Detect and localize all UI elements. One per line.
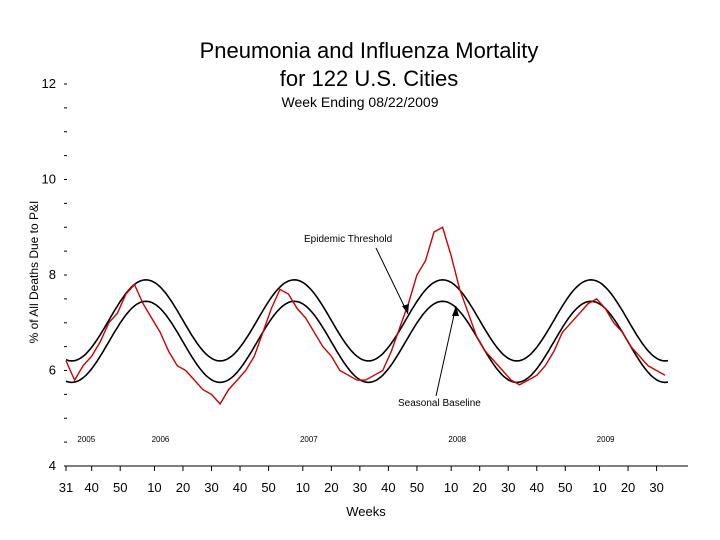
x-tick-label: 10 [147,480,161,495]
x-tick-label: 40 [84,480,98,495]
series-line-observed-p-and-i [65,226,666,406]
x-tick-label: 10 [296,480,310,495]
x-axis: 31 40 50 10 20 30 40 50 10 20 30 40 50 10 20 30 40 50 10 20… [59,466,664,495]
x-tick-label: 30 [501,480,515,495]
x-tick-label: 40 [381,480,395,495]
x-tick-label: 40 [530,480,544,495]
x-tick-label: 20 [324,480,338,495]
seasonal-baseline-pointer [435,305,457,397]
x-tick-label: 10 [592,480,606,495]
x-tick-label: 50 [410,480,424,495]
year-label: 2007 [300,435,318,444]
x-tick-label: 10 [444,480,458,495]
y-tick-label: 6 [49,363,56,378]
y-tick-label: 12 [42,76,56,91]
y-tick-label: 10 [42,172,56,187]
x-tick-label: 50 [113,480,127,495]
chart-title-line1: Pneumonia and Influenza Mortality [200,38,539,63]
y-axis-label: % of All Deaths Due to P&I [27,201,41,344]
year-label: 2006 [152,435,170,444]
chart-title-line2: for 122 U.S. Cities [280,66,459,91]
x-tick-label: 30 [204,480,218,495]
seasonal-baseline-arrowhead [452,306,459,316]
y-tick-label: 8 [49,267,56,282]
x-tick-label: 50 [261,480,275,495]
y-axis: 4 6 8 10 12 [42,76,688,473]
x-tick-label: 40 [233,480,247,495]
year-label: 2008 [448,435,466,444]
x-tick-label: 30 [649,480,663,495]
x-tick-label: 30 [353,480,367,495]
year-label: 2005 [77,435,95,444]
series-line-epidemic-threshold [65,278,669,362]
x-tick-label: 50 [558,480,572,495]
y-tick-label: 4 [49,458,56,473]
year-label: 2009 [597,435,615,444]
year-labels: 2005 2006 2007 2008 2009 [77,435,615,444]
epidemic-threshold-annotation: Epidemic Threshold [304,234,392,245]
x-tick-label: 20 [176,480,190,495]
chart-subtitle: Week Ending 08/22/2009 [282,94,439,110]
x-tick-label: 31 [59,480,73,495]
series-line-seasonal-baseline [65,300,669,384]
series-layer [65,226,669,406]
epidemic-threshold-arrowhead [402,304,409,314]
x-axis-label: Weeks [346,504,386,519]
x-tick-label: 20 [472,480,486,495]
seasonal-baseline-annotation: Seasonal Baseline [398,398,481,409]
x-tick-label: 20 [621,480,635,495]
epidemic-threshold-pointer [375,247,409,315]
